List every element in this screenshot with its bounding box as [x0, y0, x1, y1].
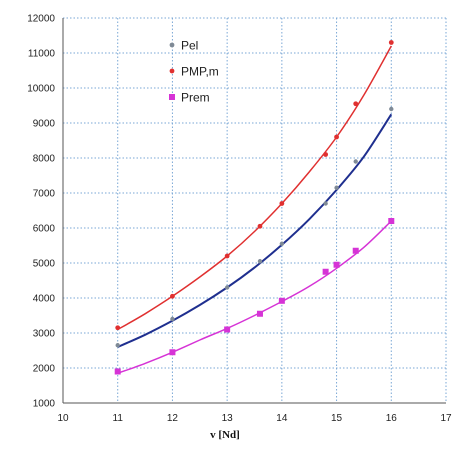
- y-tick-label: 7000: [33, 189, 56, 200]
- data-point-prem: [322, 268, 329, 275]
- data-point-pmp-m: [257, 223, 263, 229]
- data-point-prem: [169, 349, 176, 356]
- legend-marker-pel: [169, 42, 175, 48]
- y-tick-label: 1000: [33, 399, 56, 410]
- x-tick-label: 17: [440, 413, 452, 424]
- data-point-pel: [353, 159, 358, 164]
- data-point-prem: [278, 297, 285, 304]
- y-tick-label: 8000: [33, 154, 56, 165]
- x-tick-label: 13: [222, 413, 234, 424]
- legend: Pel PMP,m Prem: [169, 39, 219, 105]
- legend-label-pel: Pel: [181, 39, 198, 53]
- legend-label-pmp-m: PMP,m: [181, 65, 219, 79]
- y-tick-label: 4000: [33, 294, 56, 305]
- legend-marker-pmp-m: [169, 68, 175, 74]
- x-axis-title: v [Nd]: [210, 429, 240, 441]
- x-tick-label: 16: [386, 413, 398, 424]
- x-tick-label: 12: [167, 413, 179, 424]
- y-tick-label: 9000: [33, 119, 56, 130]
- y-tick-label: 11000: [28, 49, 56, 60]
- data-point-pel: [323, 201, 328, 206]
- data-point-prem: [388, 218, 395, 224]
- data-point-prem: [224, 326, 231, 333]
- data-point-pel: [279, 241, 285, 246]
- x-tick-label: 10: [57, 413, 69, 424]
- trend-curve-pmp-m: [117, 45, 392, 331]
- point-layer: [114, 40, 395, 375]
- data-point-pmp-m: [388, 40, 394, 45]
- data-point-prem: [256, 310, 263, 317]
- y-tick-label: 10000: [27, 84, 55, 95]
- data-point-pmp-m: [334, 134, 339, 140]
- y-tick-label: 5000: [33, 259, 56, 270]
- data-point-pmp-m: [323, 152, 329, 157]
- data-point-pmp-m: [224, 253, 230, 259]
- label-layer: v [Nd]: [210, 429, 240, 441]
- data-point-pmp-m: [115, 325, 121, 331]
- data-point-prem: [114, 368, 121, 375]
- y-tick-label: 6000: [33, 224, 56, 235]
- data-point-pel: [257, 259, 263, 264]
- trend-curve-prem: [117, 220, 392, 375]
- data-point-prem: [352, 247, 359, 254]
- x-tick-label: 11: [113, 413, 124, 424]
- y-tick-label: 3000: [33, 329, 56, 340]
- legend-label-prem: Prem: [181, 91, 210, 105]
- trend-curve-pel: [117, 113, 393, 348]
- data-point-pmp-m: [353, 101, 359, 107]
- data-point-prem: [333, 261, 340, 268]
- data-point-pel: [389, 106, 394, 112]
- y-tick-label: 12000: [27, 14, 55, 25]
- legend-marker-prem: [169, 94, 175, 100]
- axis-layer: 10 11 12 13 14 15 16 17 1000 2000 3000 4000 5000 6000…: [27, 14, 452, 425]
- data-point-pmp-m: [170, 293, 175, 299]
- y-tick-label: 2000: [33, 364, 56, 375]
- curve-layer: [117, 45, 393, 375]
- data-point-pel: [170, 316, 175, 322]
- x-tick-label: 14: [276, 413, 288, 424]
- data-point-pel: [224, 285, 230, 290]
- data-point-pel: [115, 343, 120, 348]
- x-tick-label: 15: [331, 413, 343, 424]
- data-point-pel: [334, 185, 339, 190]
- data-point-pmp-m: [279, 201, 285, 206]
